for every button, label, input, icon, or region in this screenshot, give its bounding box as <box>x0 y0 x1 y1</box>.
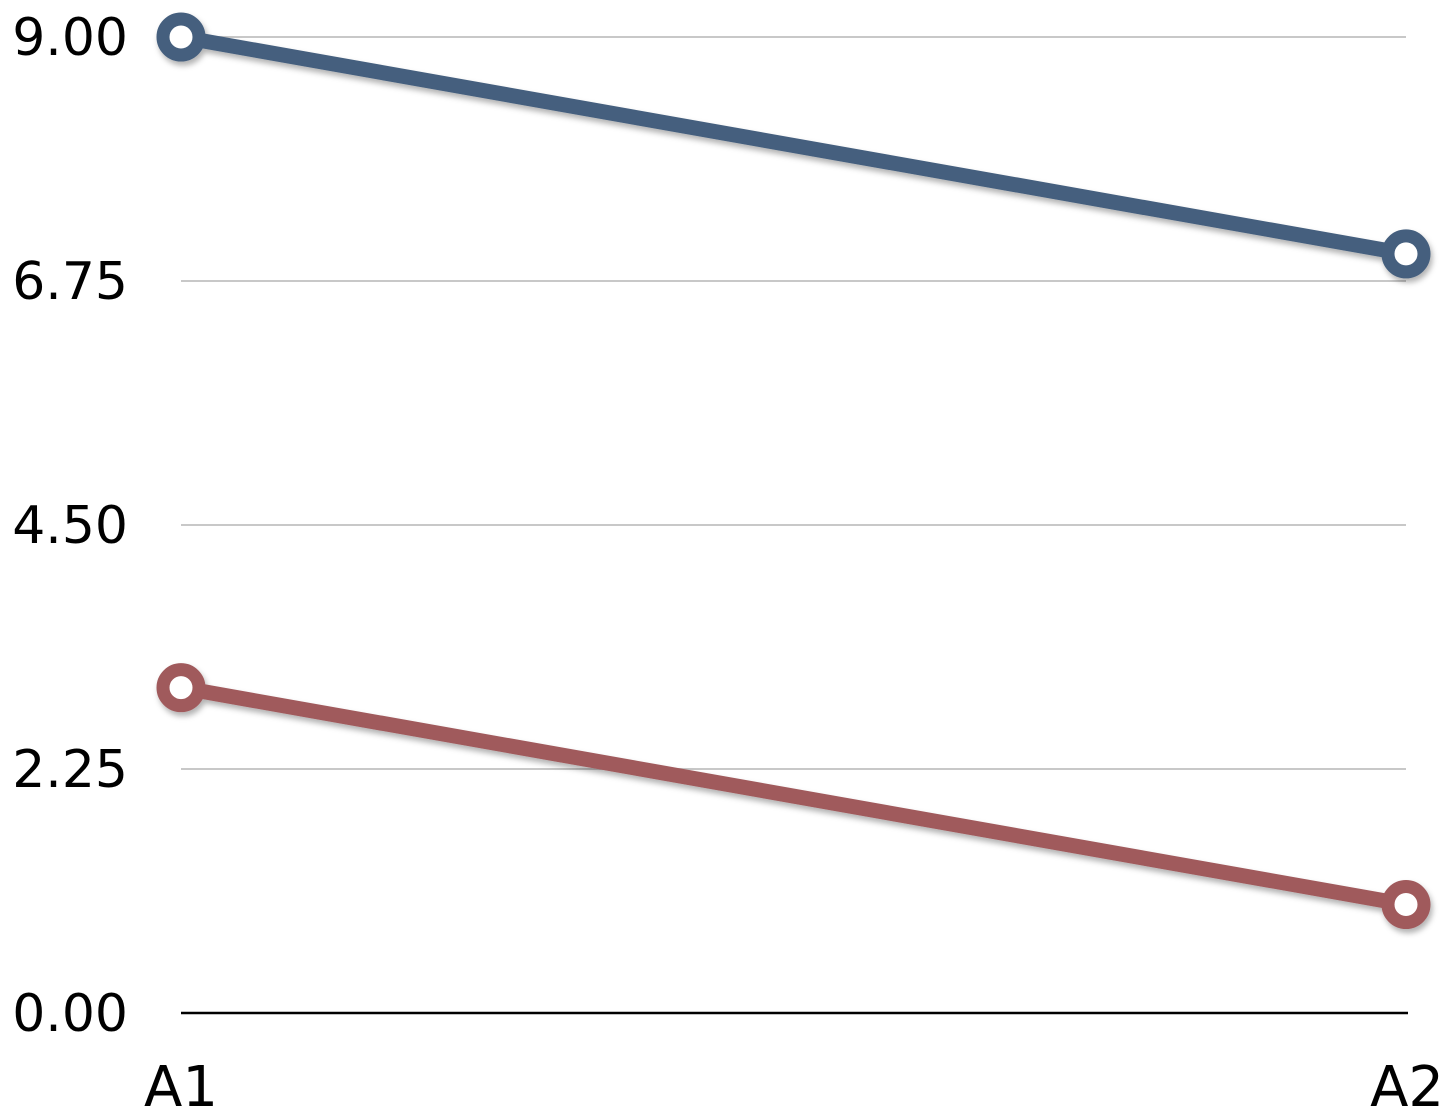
y-axis-tick-labels: 0.00 2.25 4.50 6.75 9.00 <box>12 8 128 1044</box>
y-tick-label: 9.00 <box>12 8 128 68</box>
grid-lines <box>181 36 1408 1015</box>
y-tick-label: 4.50 <box>12 496 128 556</box>
y-tick-label: 6.75 <box>12 252 128 312</box>
x-category-label: A2 <box>1370 1055 1444 1112</box>
data-point-marker <box>1381 880 1431 930</box>
y-tick-label: 2.25 <box>12 740 128 800</box>
x-axis-category-labels: A1 A2 <box>144 1055 1444 1112</box>
series-1 <box>156 12 1431 279</box>
y-tick-label: 0.00 <box>12 984 128 1044</box>
series-2 <box>156 663 1431 930</box>
x-category-label: A1 <box>144 1055 218 1112</box>
data-point-marker <box>156 12 206 62</box>
series-line <box>173 680 1414 913</box>
series-lines <box>156 12 1431 930</box>
series-line <box>173 29 1414 262</box>
data-point-marker <box>1381 229 1431 279</box>
data-point-marker <box>156 663 206 713</box>
